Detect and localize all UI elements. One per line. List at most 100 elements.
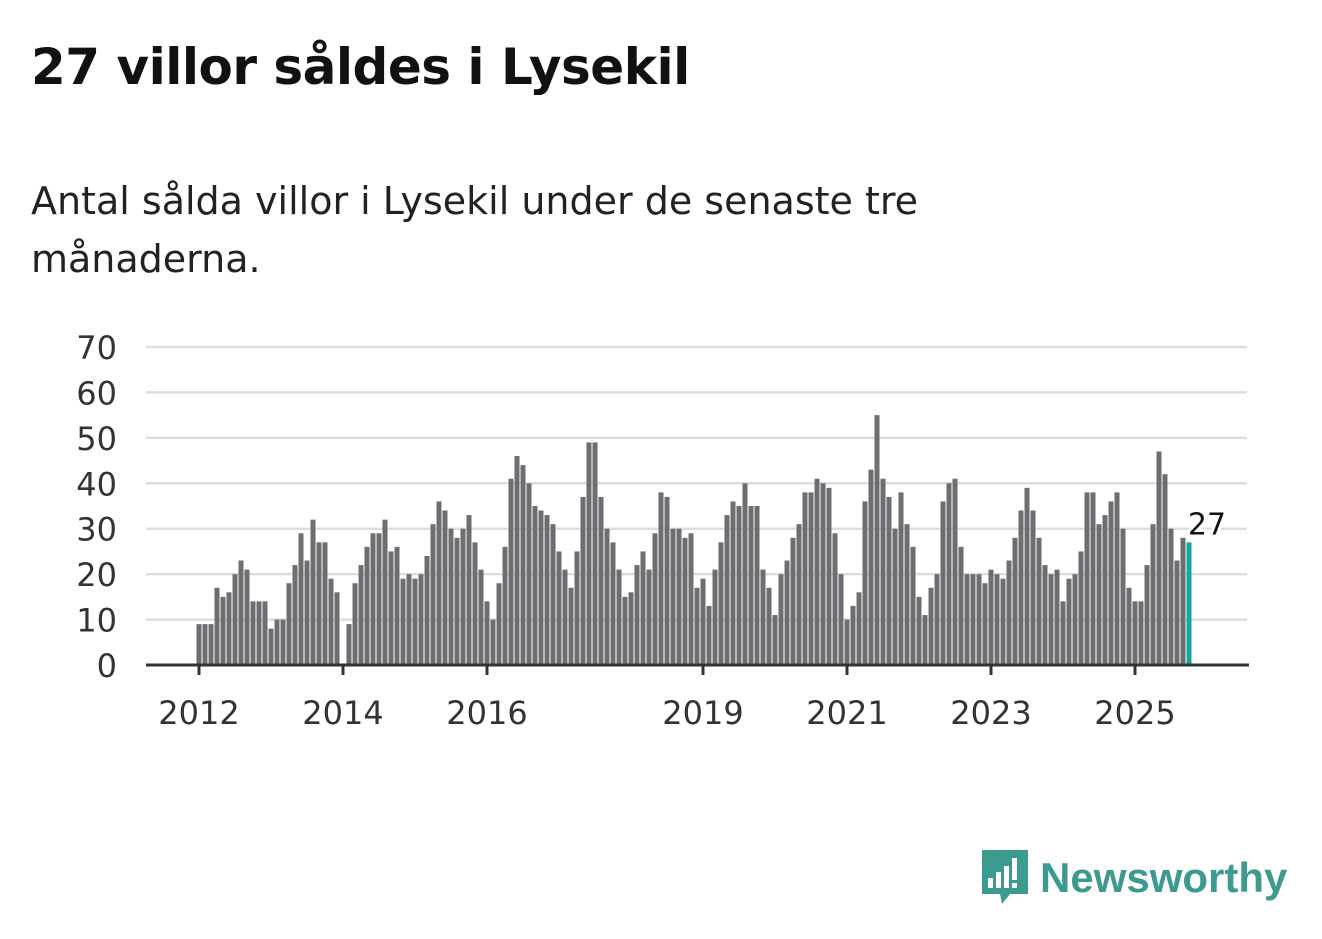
x-tick-label: 2019 bbox=[662, 694, 743, 732]
bar bbox=[1048, 574, 1054, 665]
bar bbox=[892, 528, 898, 665]
bar-chart: 0 10 20 30 40 50 60 70 2012 2014 2016 2019 2021 2023… bbox=[76, 329, 1249, 732]
bar bbox=[1126, 587, 1132, 665]
bar bbox=[538, 510, 544, 665]
y-tick-label: 70 bbox=[76, 329, 117, 367]
x-tick-label: 2025 bbox=[1094, 694, 1175, 732]
y-tick-label: 60 bbox=[76, 374, 117, 412]
bar bbox=[586, 442, 592, 665]
chart-subtitle: Antal sålda villor i Lysekil under de se… bbox=[31, 179, 919, 281]
bar bbox=[1090, 492, 1096, 665]
bar bbox=[826, 487, 832, 665]
bar bbox=[946, 483, 952, 665]
bar bbox=[388, 551, 394, 665]
bar bbox=[688, 533, 694, 665]
bar bbox=[754, 506, 760, 665]
bar bbox=[844, 619, 850, 665]
bar bbox=[214, 587, 220, 665]
bar bbox=[406, 574, 412, 665]
bar bbox=[706, 605, 712, 665]
bar bbox=[880, 478, 886, 665]
bar bbox=[784, 560, 790, 665]
bar bbox=[424, 555, 430, 665]
newsworthy-logo: Newsworthy bbox=[980, 848, 1287, 908]
bar bbox=[982, 583, 988, 665]
bar bbox=[670, 528, 676, 665]
bar bbox=[1042, 565, 1048, 665]
bar bbox=[460, 528, 466, 665]
y-tick-label: 50 bbox=[76, 420, 117, 458]
bar-highlight bbox=[1186, 542, 1192, 665]
bar bbox=[778, 574, 784, 665]
bar bbox=[1054, 569, 1060, 665]
bar bbox=[1078, 551, 1084, 665]
bar bbox=[868, 469, 874, 665]
bar bbox=[400, 578, 406, 665]
bar bbox=[544, 515, 550, 665]
bar bbox=[418, 574, 424, 665]
bar bbox=[478, 569, 484, 665]
bar bbox=[970, 574, 976, 665]
bar bbox=[952, 478, 958, 665]
bar bbox=[532, 506, 538, 665]
bar bbox=[346, 624, 352, 665]
bar bbox=[796, 524, 802, 665]
bar bbox=[790, 537, 796, 665]
bar bbox=[898, 492, 904, 665]
bar bbox=[280, 619, 286, 665]
bar bbox=[616, 569, 622, 665]
bar bbox=[874, 415, 880, 665]
bar bbox=[490, 619, 496, 665]
bar bbox=[958, 546, 964, 665]
bar bbox=[448, 528, 454, 665]
bar bbox=[832, 533, 838, 665]
bar bbox=[310, 519, 316, 665]
bar bbox=[1072, 574, 1078, 665]
bar bbox=[1024, 487, 1030, 665]
y-tick-label: 0 bbox=[97, 647, 117, 685]
bar bbox=[886, 496, 892, 665]
bar bbox=[1120, 528, 1126, 665]
bar bbox=[610, 542, 616, 665]
bar bbox=[1114, 492, 1120, 665]
bar bbox=[730, 501, 736, 665]
bar bbox=[436, 501, 442, 665]
y-tick-label: 40 bbox=[76, 465, 117, 503]
bar bbox=[520, 465, 526, 665]
bar bbox=[1144, 565, 1150, 665]
bar bbox=[496, 583, 502, 665]
bar bbox=[1036, 537, 1042, 665]
bar bbox=[856, 592, 862, 665]
bar bbox=[1066, 578, 1072, 665]
brand-name: Newsworthy bbox=[1040, 854, 1288, 901]
bar bbox=[988, 569, 994, 665]
x-tick-label: 2021 bbox=[806, 694, 887, 732]
bar bbox=[454, 537, 460, 665]
bar bbox=[250, 601, 256, 665]
bar bbox=[1060, 601, 1066, 665]
annotation-label: 27 bbox=[1188, 507, 1226, 542]
y-tick-label: 10 bbox=[76, 602, 117, 640]
bar bbox=[574, 551, 580, 665]
bar bbox=[808, 492, 814, 665]
chart-title: 27 villor såldes i Lysekil bbox=[31, 38, 690, 96]
bar bbox=[682, 537, 688, 665]
bar bbox=[1150, 524, 1156, 665]
bar bbox=[442, 510, 448, 665]
bar bbox=[976, 574, 982, 665]
bar bbox=[766, 587, 772, 665]
annotation: 27 bbox=[1185, 504, 1229, 545]
bar bbox=[814, 478, 820, 665]
bar bbox=[484, 601, 490, 665]
bar bbox=[628, 592, 634, 665]
y-tick-label: 30 bbox=[76, 511, 117, 549]
bar bbox=[700, 578, 706, 665]
bar bbox=[568, 587, 574, 665]
bar bbox=[676, 528, 682, 665]
y-tick-label: 20 bbox=[76, 556, 117, 594]
bar bbox=[232, 574, 238, 665]
bar bbox=[220, 596, 226, 665]
bar bbox=[526, 483, 532, 665]
bar bbox=[802, 492, 808, 665]
bar bbox=[556, 551, 562, 665]
